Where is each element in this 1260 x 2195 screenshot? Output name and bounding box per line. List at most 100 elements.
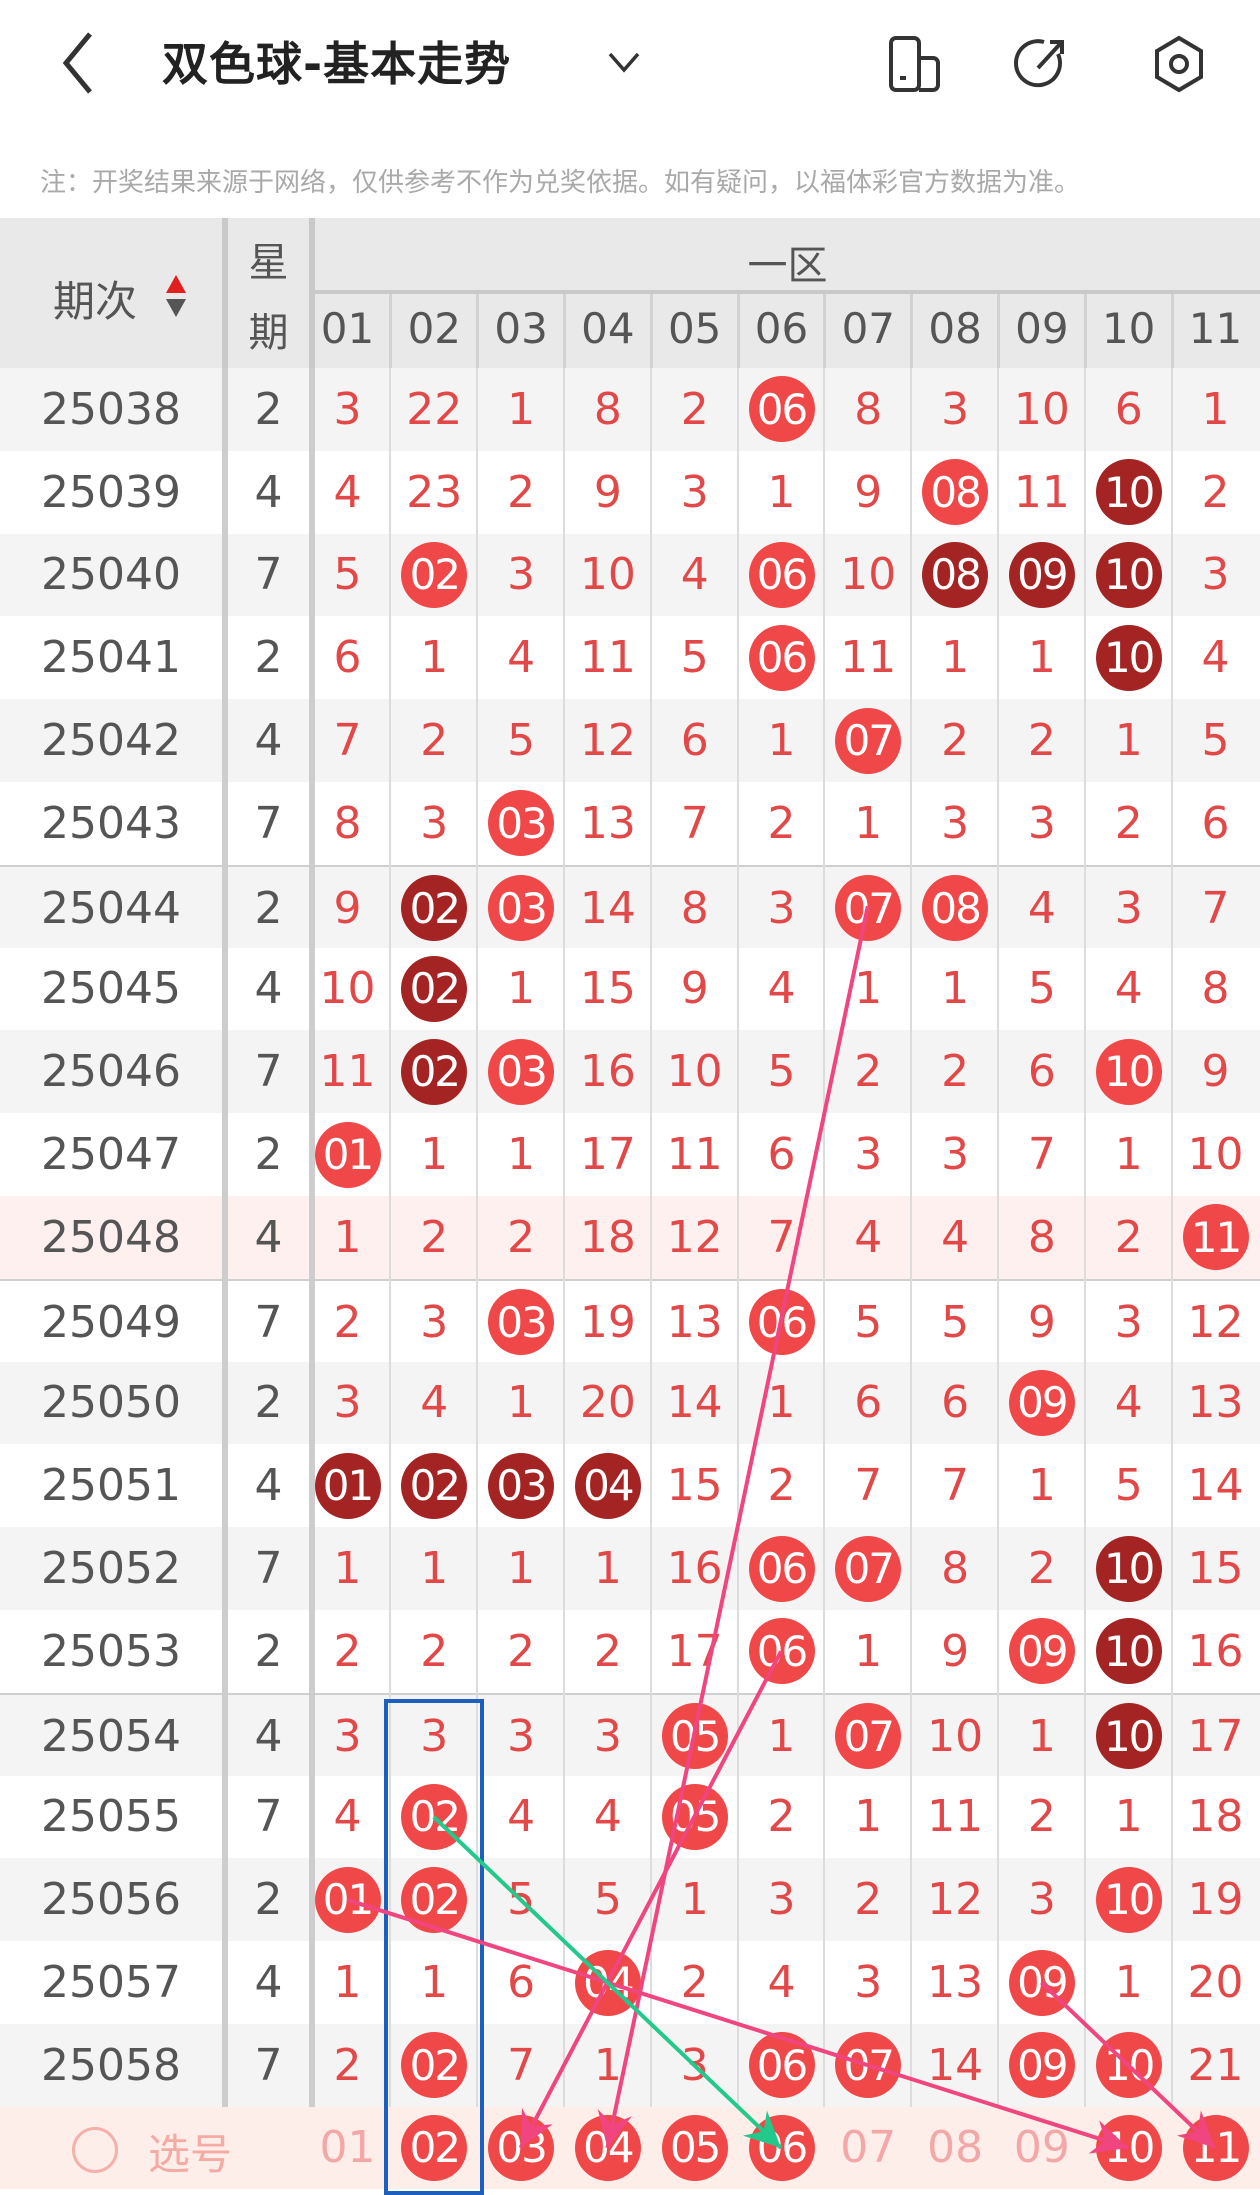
miss-count: 3: [941, 383, 970, 435]
drawn-number-ball: 03: [488, 1452, 555, 1519]
weekday: 4: [254, 466, 283, 518]
selected-number-ball[interactable]: 06: [748, 2114, 815, 2181]
miss-count: 9: [333, 882, 362, 934]
drawn-number-ball: 06: [748, 541, 815, 608]
back-icon[interactable]: [58, 30, 98, 96]
weekday-header-2: 期: [248, 310, 289, 356]
table-row: 25053 2 2 2 2 2 17 06 1 9 09 10 16: [0, 1610, 1260, 1693]
drawn-number-ball: 07: [835, 1703, 902, 1770]
miss-count: 1: [767, 466, 796, 518]
miss-count: 7: [941, 1460, 970, 1512]
table-cell: 01: [304, 1858, 391, 1941]
miss-count: 1: [507, 383, 536, 435]
issue-number: 25057: [41, 1957, 181, 2009]
miss-count: 1: [333, 1543, 362, 1595]
miss-count: 1: [941, 632, 970, 684]
select-label[interactable]: 选号: [148, 2129, 233, 2179]
select-radio[interactable]: [72, 2126, 118, 2173]
selected-number-ball[interactable]: 11: [1182, 2114, 1249, 2181]
drawn-number-ball: 09: [1008, 541, 1075, 608]
select-number[interactable]: 09: [1013, 2122, 1070, 2174]
share-icon[interactable]: [1012, 34, 1072, 94]
miss-count: 3: [1114, 1296, 1143, 1348]
weekday: 2: [254, 1377, 283, 1429]
table-header: 期次 星 期 一区 01 02 03 04 05 06 07 08 09 10 11: [0, 218, 1260, 368]
selected-number-ball[interactable]: 04: [574, 2114, 641, 2181]
miss-count: 8: [680, 882, 709, 934]
table-cell: 10: [1085, 1858, 1172, 1941]
miss-count: 11: [319, 1046, 376, 1098]
miss-count: 8: [1201, 963, 1230, 1015]
issue-header[interactable]: 期次: [52, 277, 137, 326]
weekday: 2: [254, 1625, 283, 1677]
miss-count: 1: [593, 2039, 622, 2091]
page-title[interactable]: 双色球-基本走势: [162, 37, 512, 91]
miss-count: 9: [1027, 1296, 1056, 1348]
issue-number: 25043: [41, 797, 181, 849]
table-row: 25043 7 8 3 03 13 7 2 1 3 3 2 6: [0, 782, 1260, 865]
miss-count: 1: [854, 1791, 883, 1843]
weekday: 2: [254, 1129, 283, 1181]
select-number[interactable]: 03: [478, 2107, 565, 2189]
miss-count: 1: [767, 1710, 796, 1762]
device-icon[interactable]: [885, 34, 945, 94]
select-number[interactable]: 10: [1085, 2107, 1172, 2189]
select-number[interactable]: 04: [564, 2107, 651, 2189]
table-row: 25042 4 7 2 5 12 6 1 07 2 2 1 5: [0, 699, 1260, 782]
table-cell: 06: [738, 2024, 825, 2107]
table-cell: 04: [564, 1444, 651, 1527]
miss-count: 5: [1201, 715, 1230, 767]
miss-count: 17: [579, 1129, 636, 1181]
miss-count: 1: [767, 1377, 796, 1429]
column-header: 11: [1188, 304, 1243, 353]
column-divider: [1083, 294, 1087, 368]
drawn-number-ball: 07: [835, 707, 902, 774]
table-cell: 07: [825, 1695, 912, 1778]
column-divider: [563, 368, 565, 2189]
table-row: 25050 2 3 4 1 20 14 1 6 6 09 4 13: [0, 1361, 1260, 1445]
drawn-number-ball: 02: [401, 875, 468, 942]
table-cell: 02: [391, 948, 478, 1031]
miss-count: 4: [767, 963, 796, 1015]
column-divider: [997, 368, 999, 2189]
select-number[interactable]: 01: [319, 2122, 376, 2174]
issue-number: 25052: [41, 1543, 181, 1595]
miss-count: 1: [1027, 632, 1056, 684]
select-number[interactable]: 05: [651, 2107, 738, 2189]
miss-count: 16: [1187, 1625, 1244, 1677]
miss-count: 5: [680, 632, 709, 684]
miss-count: 8: [1027, 1211, 1056, 1263]
column-divider: [1170, 294, 1174, 368]
select-number[interactable]: 07: [840, 2122, 897, 2174]
miss-count: 7: [507, 2039, 536, 2091]
column-divider: [736, 368, 739, 2189]
miss-count: 1: [420, 632, 449, 684]
miss-count: 1: [593, 1543, 622, 1595]
table-cell: 01: [304, 1113, 391, 1196]
selected-number-ball[interactable]: 05: [661, 2114, 728, 2181]
drawn-number-ball: 05: [661, 1783, 728, 1850]
selected-number-ball[interactable]: 10: [1095, 2114, 1162, 2181]
miss-count: 3: [854, 1957, 883, 2009]
weekday: 4: [254, 1460, 283, 1512]
sort-icon[interactable]: [165, 273, 187, 321]
select-number[interactable]: 08: [927, 2122, 984, 2174]
miss-count: 2: [680, 383, 709, 435]
column-divider: [222, 368, 228, 2107]
miss-count: 18: [579, 1211, 636, 1263]
drawn-number-ball: 10: [1095, 459, 1162, 526]
miss-count: 5: [1027, 963, 1056, 1015]
column-divider: [476, 294, 480, 368]
miss-count: 11: [1013, 466, 1070, 518]
select-number[interactable]: 11: [1172, 2107, 1259, 2189]
miss-count: 6: [854, 1377, 883, 1429]
miss-count: 3: [507, 1710, 536, 1762]
selected-number-ball[interactable]: 03: [488, 2114, 555, 2181]
drawn-number-ball: 10: [1095, 2032, 1162, 2099]
miss-count: 3: [333, 383, 362, 435]
miss-count: 23: [406, 466, 463, 518]
miss-count: 3: [1114, 882, 1143, 934]
settings-icon[interactable]: [1149, 34, 1209, 94]
chevron-down-icon[interactable]: [604, 42, 644, 82]
select-number[interactable]: 06: [738, 2107, 825, 2189]
